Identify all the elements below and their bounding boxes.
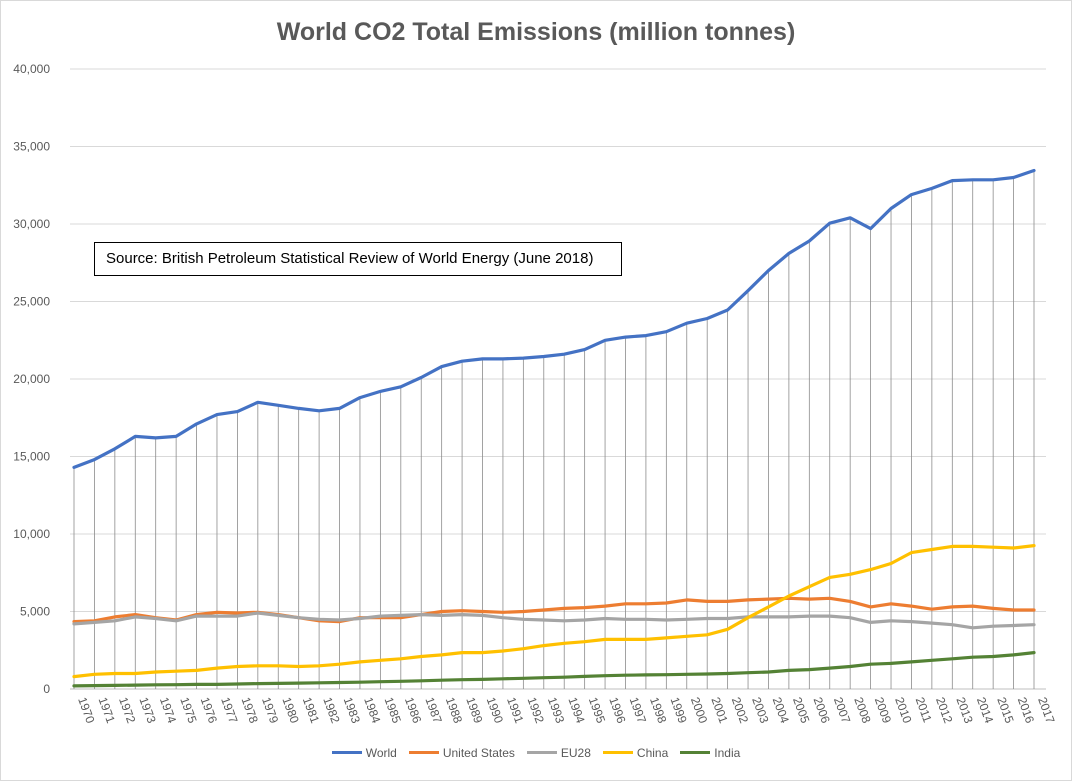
series-line-india <box>72 650 1036 688</box>
x-tick-label: 1987 <box>422 695 444 725</box>
x-tick-label: 1986 <box>402 695 424 725</box>
x-tick-label: 1984 <box>361 695 383 725</box>
x-tick-label: 2007 <box>831 695 853 725</box>
x-tick-label: 1973 <box>136 695 158 725</box>
x-tick-label: 1974 <box>157 695 179 725</box>
source-note: Source: British Petroleum Statistical Re… <box>94 242 622 276</box>
y-tick-label: 15,000 <box>13 450 50 464</box>
x-tick-label: 1989 <box>463 695 485 725</box>
y-tick-label: 30,000 <box>13 217 50 231</box>
y-tick-label: 20,000 <box>13 372 50 386</box>
series-line-united-states <box>72 596 1036 624</box>
legend-label: India <box>714 745 741 760</box>
legend-item: EU28 <box>526 745 591 760</box>
x-tick-label: 1988 <box>443 695 465 725</box>
x-tick-label: 1993 <box>545 695 567 725</box>
legend-label: United States <box>442 745 515 760</box>
y-tick-label: 5,000 <box>20 605 50 619</box>
x-tick-label: 2016 <box>1015 695 1037 725</box>
x-tick-label: 2011 <box>913 695 935 724</box>
legend-label: EU28 <box>560 745 591 760</box>
x-tick-label: 1995 <box>586 695 608 725</box>
x-tick-label: 2010 <box>892 695 914 725</box>
x-tick-label: 1998 <box>647 695 669 725</box>
x-tick-label: 2004 <box>770 695 792 725</box>
x-tick-label: 1970 <box>75 695 97 725</box>
x-tick-label: 2003 <box>749 695 771 725</box>
legend-swatch <box>408 751 439 754</box>
legend-label: World <box>365 745 397 760</box>
x-tick-label: 1978 <box>239 695 261 725</box>
y-axis: 0 5,000 10,000 15,000 20,000 25,000 30,000 35,0… <box>13 62 50 696</box>
y-tick-label: 35,000 <box>13 140 50 154</box>
x-tick-label: 2017 <box>1035 695 1057 725</box>
x-tick-label: 1994 <box>565 695 587 725</box>
x-tick-label: 1981 <box>300 695 322 725</box>
x-tick-label: 1985 <box>382 695 404 725</box>
x-tick-label: 2013 <box>953 695 975 725</box>
x-tick-label: 1996 <box>606 695 628 725</box>
y-tick-label: 10,000 <box>13 527 50 541</box>
x-tick-label: 1983 <box>341 695 363 725</box>
x-tick-label: 1999 <box>668 695 690 725</box>
x-tick-label: 2002 <box>729 695 751 725</box>
x-tick-label: 2008 <box>851 695 873 725</box>
x-tick-label: 1997 <box>627 695 649 725</box>
x-tick-label: 2005 <box>790 695 812 725</box>
x-tick-label: 1979 <box>259 695 281 725</box>
drop-lines <box>73 170 1035 689</box>
legend-label: China <box>636 745 669 760</box>
legend-swatch <box>602 751 633 754</box>
x-tick-label: 1971 <box>96 695 118 725</box>
y-tick-label: 25,000 <box>13 295 50 309</box>
gridlines <box>70 68 1046 690</box>
series-line-world <box>72 168 1036 469</box>
x-tick-label: 1991 <box>504 695 526 725</box>
legend-item: World <box>331 745 397 760</box>
x-tick-label: 2001 <box>708 695 730 725</box>
x-tick-label: 2015 <box>994 695 1016 725</box>
x-tick-label: 1976 <box>198 695 220 725</box>
y-tick-label: 0 <box>43 682 50 696</box>
x-tick-label: 1975 <box>177 695 199 725</box>
legend: World United States EU28 China India <box>0 743 1072 760</box>
series-line-china <box>72 543 1036 679</box>
series-lines <box>72 168 1036 688</box>
x-tick-label: 2009 <box>872 695 894 725</box>
x-tick-label: 1990 <box>484 695 506 725</box>
series-line-eu28 <box>72 611 1036 630</box>
x-tick-label: 2006 <box>811 695 833 725</box>
legend-item: China <box>602 745 669 760</box>
x-tick-label: 2014 <box>974 695 996 725</box>
x-tick-label: 1977 <box>218 695 240 725</box>
legend-swatch <box>331 751 362 754</box>
x-tick-label: 2000 <box>688 695 710 725</box>
x-tick-label: 1980 <box>279 695 301 725</box>
legend-swatch <box>680 751 711 754</box>
legend-item: India <box>680 746 740 760</box>
y-tick-label: 40,000 <box>13 62 50 76</box>
x-tick-label: 2012 <box>933 695 955 725</box>
legend-swatch <box>526 751 557 754</box>
x-tick-label: 1992 <box>525 695 547 725</box>
x-tick-label: 1982 <box>320 695 342 725</box>
x-axis: 1970197119721973197419751976197719781979… <box>75 695 1057 725</box>
x-tick-label: 1972 <box>116 695 138 725</box>
chart-title: World CO2 Total Emissions (million tonne… <box>276 18 796 46</box>
legend-item: United States <box>408 745 515 760</box>
